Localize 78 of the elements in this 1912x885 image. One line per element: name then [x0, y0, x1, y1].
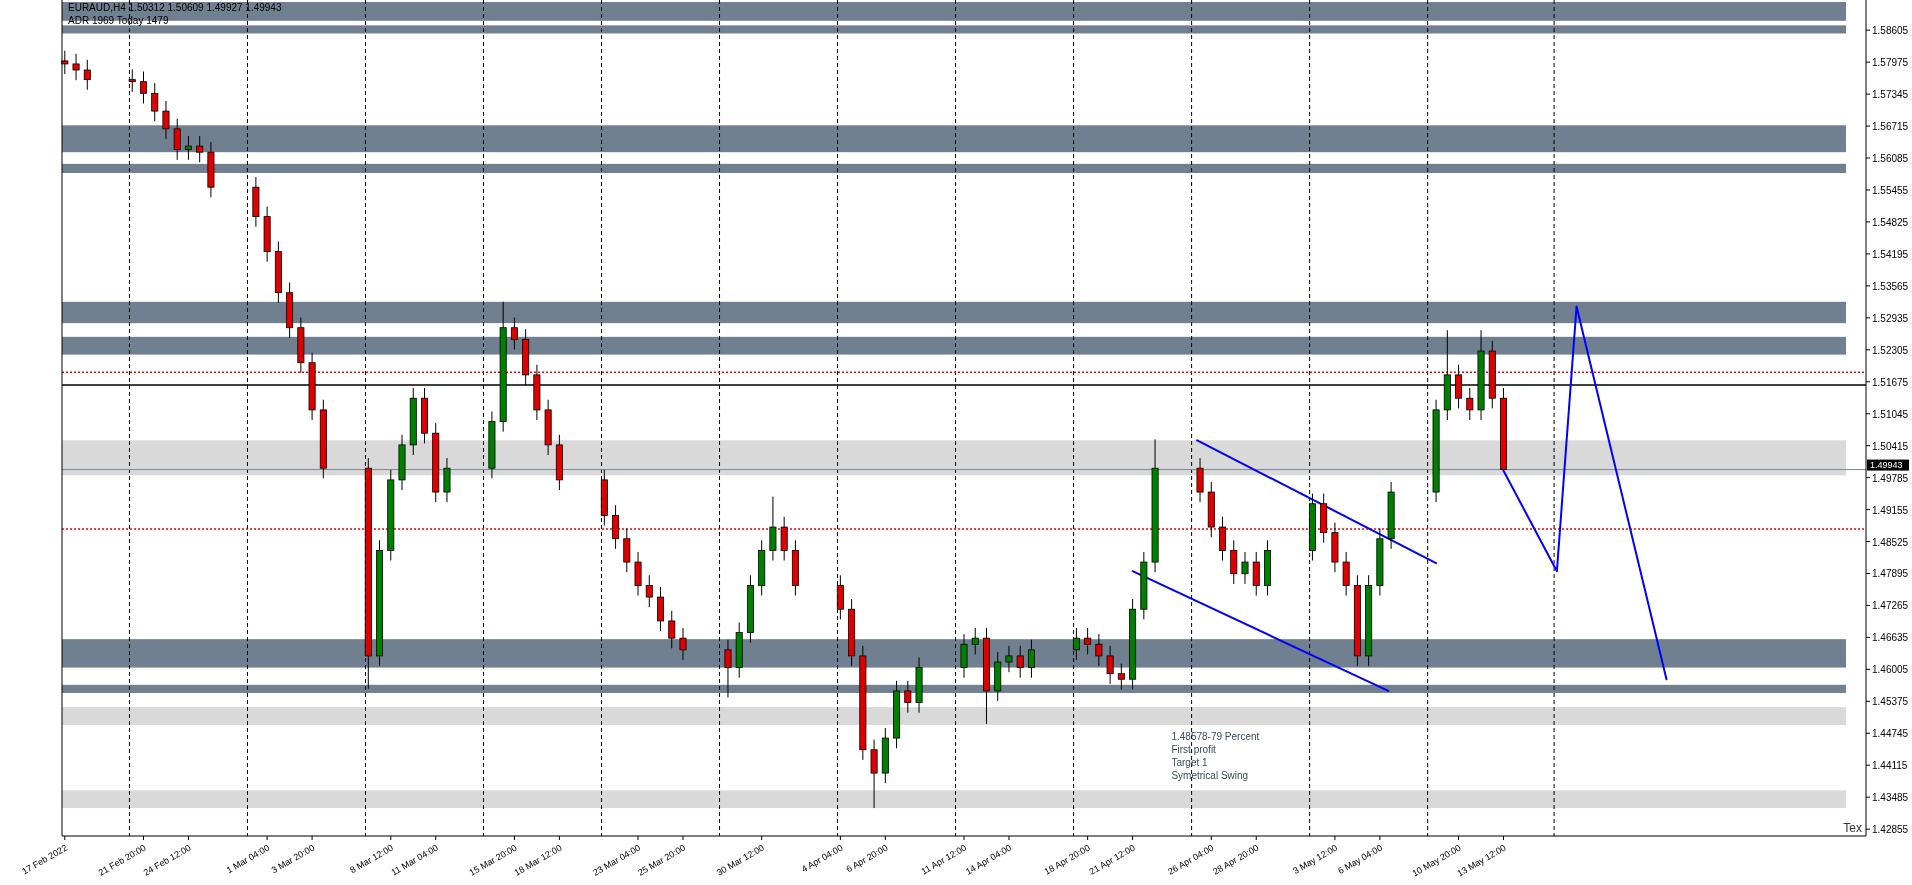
- x-tick-label: 30 Mar 12:00: [714, 842, 766, 878]
- candlestick: [612, 504, 620, 550]
- candlestick: [679, 627, 687, 661]
- chart-title: EURAUD,H4 1.50312 1.50609 1.49927 1.49943: [68, 2, 282, 13]
- y-tick-label: 1.46635: [1872, 632, 1909, 644]
- y-tick-label: 1.52935: [1872, 312, 1909, 324]
- y-tick-label: 1.47895: [1872, 568, 1909, 580]
- candlestick: [1252, 551, 1260, 597]
- candlestick: [162, 100, 170, 140]
- y-tick-label: 1.51045: [1872, 408, 1909, 420]
- y-tick-label: 1.46005: [1872, 664, 1909, 676]
- candlestick: [510, 317, 518, 351]
- candlestick: [960, 633, 968, 679]
- y-tick-label: 1.50415: [1872, 440, 1909, 452]
- annotation: Symetrical Swing: [1171, 769, 1249, 781]
- y-tick-label: 1.56715: [1872, 121, 1909, 133]
- annotation: Tex: [1843, 821, 1862, 835]
- y-tick-label: 1.47265: [1872, 600, 1909, 612]
- y-tick-label: 1.58605: [1872, 25, 1909, 37]
- candlestick: [645, 574, 653, 608]
- candlestick: [657, 586, 665, 632]
- candlestick: [971, 627, 979, 655]
- text: ADR 1969 Today 1479: [68, 15, 169, 26]
- candlestick: [1219, 516, 1227, 562]
- y-tick-label: 1.54825: [1872, 216, 1909, 228]
- y-tick-label: 1.49785: [1872, 472, 1909, 484]
- candlestick: [1027, 639, 1035, 679]
- candlestick: [1342, 551, 1350, 597]
- candlestick: [1230, 539, 1238, 585]
- x-tick-label: 6 May 04:00: [1336, 842, 1385, 876]
- candlestick: [780, 516, 788, 562]
- annotation: 1.48578-79 Percent: [1171, 730, 1260, 742]
- y-tick-label: 1.51675: [1872, 376, 1909, 388]
- y-tick-label: 1.42855: [1872, 824, 1909, 836]
- annotation: Target 1: [1171, 756, 1209, 768]
- candlestick: [1095, 633, 1103, 667]
- x-tick-label: 17 Feb 2022: [20, 842, 69, 877]
- candlestick: [184, 135, 192, 161]
- candlestick: [870, 739, 878, 809]
- y-tick-label: 1.43485: [1872, 792, 1909, 804]
- candlestick: [769, 496, 777, 562]
- y-tick-label: 1.57975: [1872, 57, 1909, 69]
- y-tick-label: 1.44745: [1872, 728, 1909, 740]
- y-tick-label: 1.44115: [1872, 760, 1908, 772]
- candlestick: [904, 680, 912, 714]
- y-tick-label: 1.57345: [1872, 89, 1909, 101]
- candlestick: [196, 135, 204, 163]
- candlestick: [1005, 645, 1013, 673]
- candlestick: [1196, 457, 1204, 503]
- candlestick: [1117, 663, 1125, 690]
- y-tick-label: 1.55455: [1872, 184, 1909, 196]
- candlestick: [634, 551, 642, 597]
- candlestick: [1106, 645, 1114, 685]
- ref-line-label: 1.49943: [1870, 460, 1903, 471]
- candlestick: [623, 528, 631, 573]
- candlestick: [173, 118, 181, 161]
- candlestick: [1016, 645, 1024, 679]
- candlestick: [1466, 387, 1474, 421]
- y-tick-label: 1.56085: [1872, 153, 1909, 165]
- line-series: [1502, 305, 1668, 681]
- y-tick-label: 1.45375: [1872, 696, 1909, 708]
- candlestick: [443, 457, 451, 503]
- y-tick-label: 1.54195: [1872, 248, 1909, 260]
- x-tick-label: 4 Apr 04:00: [799, 842, 845, 875]
- candlestick: [1084, 627, 1092, 655]
- candlestick: [83, 59, 91, 91]
- candlestick: [140, 71, 147, 104]
- candlestick: [151, 82, 159, 122]
- y-tick-label: 1.48525: [1872, 536, 1909, 548]
- candlestick: [1241, 551, 1249, 585]
- candlestick: [668, 610, 676, 649]
- y-tick-label: 1.53565: [1872, 280, 1909, 292]
- y-tick-label: 1.52305: [1872, 344, 1909, 356]
- candlestick: [72, 53, 80, 81]
- y-tick-label: 1.49155: [1872, 504, 1909, 516]
- candlestick: [724, 639, 732, 699]
- x-tick-label: 1 Mar 04:00: [224, 842, 272, 876]
- annotation: First profit: [1171, 743, 1217, 755]
